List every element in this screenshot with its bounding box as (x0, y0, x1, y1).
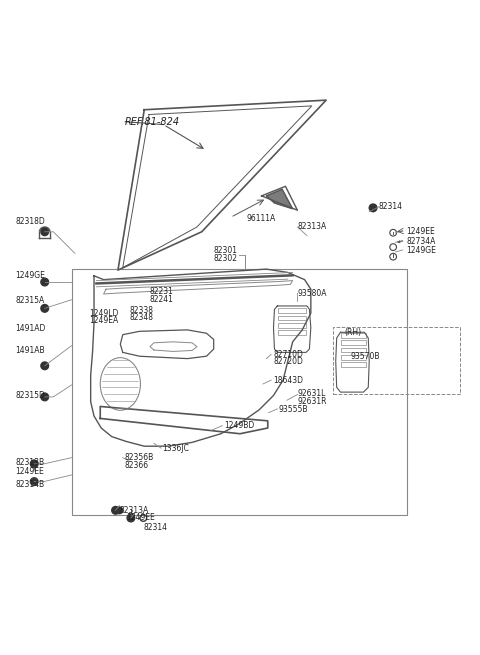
Text: 92631R: 92631R (298, 397, 327, 405)
Bar (72, 269, 407, 515)
Text: 1249EE: 1249EE (126, 514, 155, 523)
Bar (278, 309, 306, 313)
Text: 1249EE: 1249EE (407, 227, 435, 236)
Circle shape (112, 506, 120, 514)
Bar (341, 348, 366, 352)
Circle shape (30, 477, 38, 485)
Text: 96111A: 96111A (247, 214, 276, 223)
Text: 18643D: 18643D (274, 376, 303, 384)
Text: 82301: 82301 (214, 246, 238, 255)
Text: 82356B: 82356B (124, 453, 154, 462)
Text: 82318D: 82318D (15, 217, 45, 226)
Text: 93570B: 93570B (350, 352, 380, 361)
Text: 1491AD: 1491AD (15, 324, 46, 333)
Text: 92631L: 92631L (298, 389, 326, 398)
Bar (278, 330, 306, 335)
Text: 82314: 82314 (144, 523, 168, 532)
Text: 82315A: 82315A (15, 296, 44, 305)
Circle shape (41, 393, 48, 401)
Text: 1249EE: 1249EE (15, 466, 44, 476)
Text: 1249GE: 1249GE (407, 246, 436, 255)
Text: 1249EA: 1249EA (89, 316, 119, 326)
Text: 1249GE: 1249GE (15, 271, 45, 280)
Text: 82315D: 82315D (15, 391, 45, 400)
Bar (278, 323, 306, 328)
Circle shape (41, 228, 48, 236)
Text: 82348: 82348 (130, 314, 154, 322)
Circle shape (41, 305, 48, 312)
Text: 1249BD: 1249BD (225, 421, 255, 430)
Text: 82302: 82302 (214, 254, 238, 263)
Circle shape (41, 362, 48, 369)
Text: 1491AB: 1491AB (15, 346, 45, 355)
Bar (333, 327, 460, 394)
Text: 93555B: 93555B (278, 405, 308, 415)
Circle shape (127, 514, 135, 522)
Circle shape (369, 204, 377, 212)
Circle shape (116, 507, 123, 514)
Text: 82734A: 82734A (407, 237, 436, 246)
Text: 82313A: 82313A (298, 221, 327, 231)
Polygon shape (266, 189, 293, 209)
Bar (341, 362, 366, 367)
Bar (341, 355, 366, 360)
Text: (RH): (RH) (344, 328, 361, 337)
Text: 82314B: 82314B (15, 480, 44, 489)
Text: 1336JC: 1336JC (162, 443, 189, 453)
Bar (341, 341, 366, 345)
Text: 82314: 82314 (379, 202, 403, 212)
Text: 82313B: 82313B (15, 458, 44, 467)
Text: REF.81-824: REF.81-824 (125, 117, 180, 126)
Text: 82710D: 82710D (274, 350, 303, 359)
Text: 82231: 82231 (149, 287, 173, 296)
Text: 82313A: 82313A (120, 506, 149, 515)
Text: 82241: 82241 (149, 295, 173, 304)
Text: 82720D: 82720D (274, 358, 303, 366)
Text: 82338: 82338 (130, 306, 154, 315)
Circle shape (31, 460, 37, 467)
Bar (341, 333, 366, 338)
Text: 1249LD: 1249LD (89, 309, 119, 318)
Text: 82366: 82366 (124, 461, 148, 470)
Circle shape (30, 460, 38, 468)
Circle shape (41, 278, 48, 286)
Text: 93580A: 93580A (298, 289, 327, 297)
Bar (278, 316, 306, 320)
